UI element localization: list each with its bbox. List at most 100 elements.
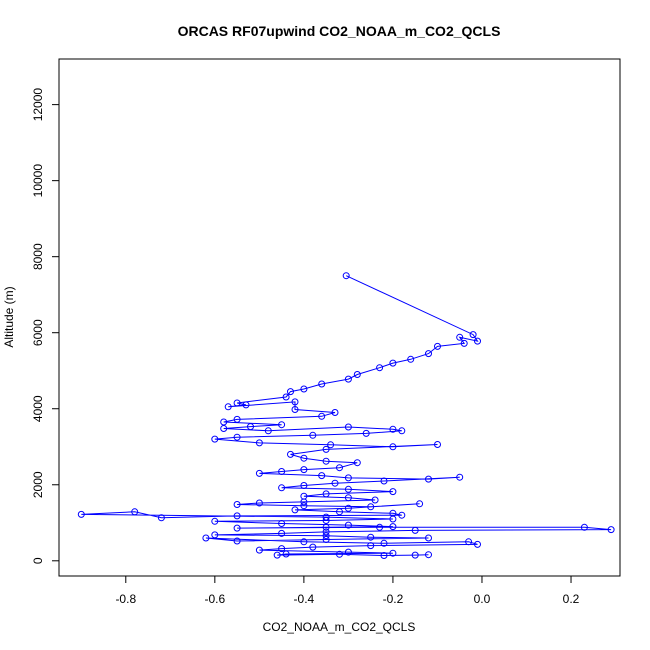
data-point — [469, 331, 477, 339]
data-point — [322, 490, 330, 498]
data-point — [344, 485, 352, 493]
data-point — [434, 342, 441, 350]
data-point — [344, 521, 352, 529]
data-point — [362, 429, 370, 437]
data-point — [344, 375, 352, 383]
data-point — [233, 415, 241, 423]
data-point — [389, 515, 397, 523]
data-point — [157, 514, 165, 522]
data-point — [322, 457, 330, 465]
data-point — [278, 484, 286, 492]
data-point — [220, 425, 228, 432]
data-point — [425, 350, 432, 358]
data-point — [398, 427, 406, 435]
data-point — [322, 445, 330, 453]
data-point — [331, 409, 339, 416]
y-axis-label: Altitude (m) — [2, 286, 16, 347]
data-point — [344, 548, 352, 556]
data-point — [327, 441, 335, 449]
data-point — [380, 477, 388, 485]
data-point — [278, 421, 286, 429]
data-point — [318, 472, 326, 480]
data-point — [211, 531, 219, 539]
data-point — [336, 464, 343, 472]
data-point — [474, 540, 481, 548]
data-point — [300, 482, 308, 489]
data-point — [353, 371, 361, 378]
data-point — [264, 427, 272, 435]
data-point — [224, 403, 232, 411]
data-point — [344, 494, 352, 502]
y-tick-label: 0 — [31, 557, 45, 564]
data-point — [322, 532, 330, 540]
data-point — [318, 412, 326, 420]
chart-title: ORCAS RF07upwind CO2_NOAA_m_CO2_QCLS — [178, 23, 501, 39]
data-point — [380, 552, 388, 559]
data-point — [211, 435, 219, 443]
x-tick-label: -0.2 — [383, 592, 404, 606]
x-tick-label: 0.2 — [563, 592, 580, 606]
data-point — [367, 533, 375, 541]
data-point — [456, 473, 464, 481]
data-point — [411, 526, 419, 534]
data-point — [425, 534, 432, 542]
data-point — [233, 433, 241, 441]
data-point — [434, 441, 441, 448]
y-tick-label: 8000 — [31, 243, 45, 270]
data-point — [255, 499, 263, 507]
data-point — [131, 508, 139, 516]
data-point — [278, 520, 286, 527]
data-point — [389, 549, 397, 557]
y-tick-label: 10000 — [31, 164, 45, 198]
data-point — [389, 488, 397, 496]
data-point — [211, 517, 219, 525]
y-tick-label: 12000 — [31, 88, 45, 122]
plot-frame — [58, 58, 621, 577]
x-tick-label: -0.4 — [294, 592, 315, 606]
data-point — [247, 423, 254, 431]
data-point — [456, 333, 464, 341]
data-point — [300, 498, 308, 506]
data-point — [398, 511, 406, 519]
x-tick-label: -0.8 — [115, 592, 136, 606]
data-point — [318, 380, 326, 388]
data-point — [322, 517, 330, 524]
data-point — [309, 431, 317, 439]
data-point — [389, 443, 397, 451]
data-point — [580, 523, 588, 531]
data-point — [367, 542, 375, 550]
data-point — [322, 523, 330, 531]
data-point — [344, 423, 352, 431]
data-point — [255, 469, 263, 477]
data-point — [376, 523, 384, 531]
data-point — [233, 537, 241, 545]
data-point — [300, 454, 308, 462]
data-point — [242, 401, 250, 409]
data-point — [416, 500, 424, 508]
x-tick-label: -0.6 — [204, 592, 225, 606]
data-point — [336, 508, 343, 516]
data-point — [300, 502, 308, 510]
y-tick-label: 2000 — [31, 471, 45, 498]
data-point — [474, 337, 481, 345]
data-point — [411, 551, 419, 559]
data-point — [300, 466, 308, 474]
data-point — [371, 496, 379, 504]
data-point — [282, 393, 290, 401]
data-point — [336, 550, 343, 558]
data-point — [278, 545, 286, 553]
data-point — [233, 399, 241, 407]
series-points — [77, 272, 615, 559]
data-point — [282, 550, 290, 558]
y-tick-label: 4000 — [31, 395, 45, 422]
data-point — [465, 538, 473, 546]
data-point — [425, 475, 432, 483]
x-tick-label: 0.0 — [474, 592, 491, 606]
x-axis-label: CO2_NOAA_m_CO2_QCLS — [263, 620, 416, 634]
data-point — [425, 551, 432, 559]
data-point — [607, 526, 615, 534]
data-point — [291, 506, 299, 514]
data-point — [300, 538, 308, 546]
series-line-path — [81, 275, 612, 557]
